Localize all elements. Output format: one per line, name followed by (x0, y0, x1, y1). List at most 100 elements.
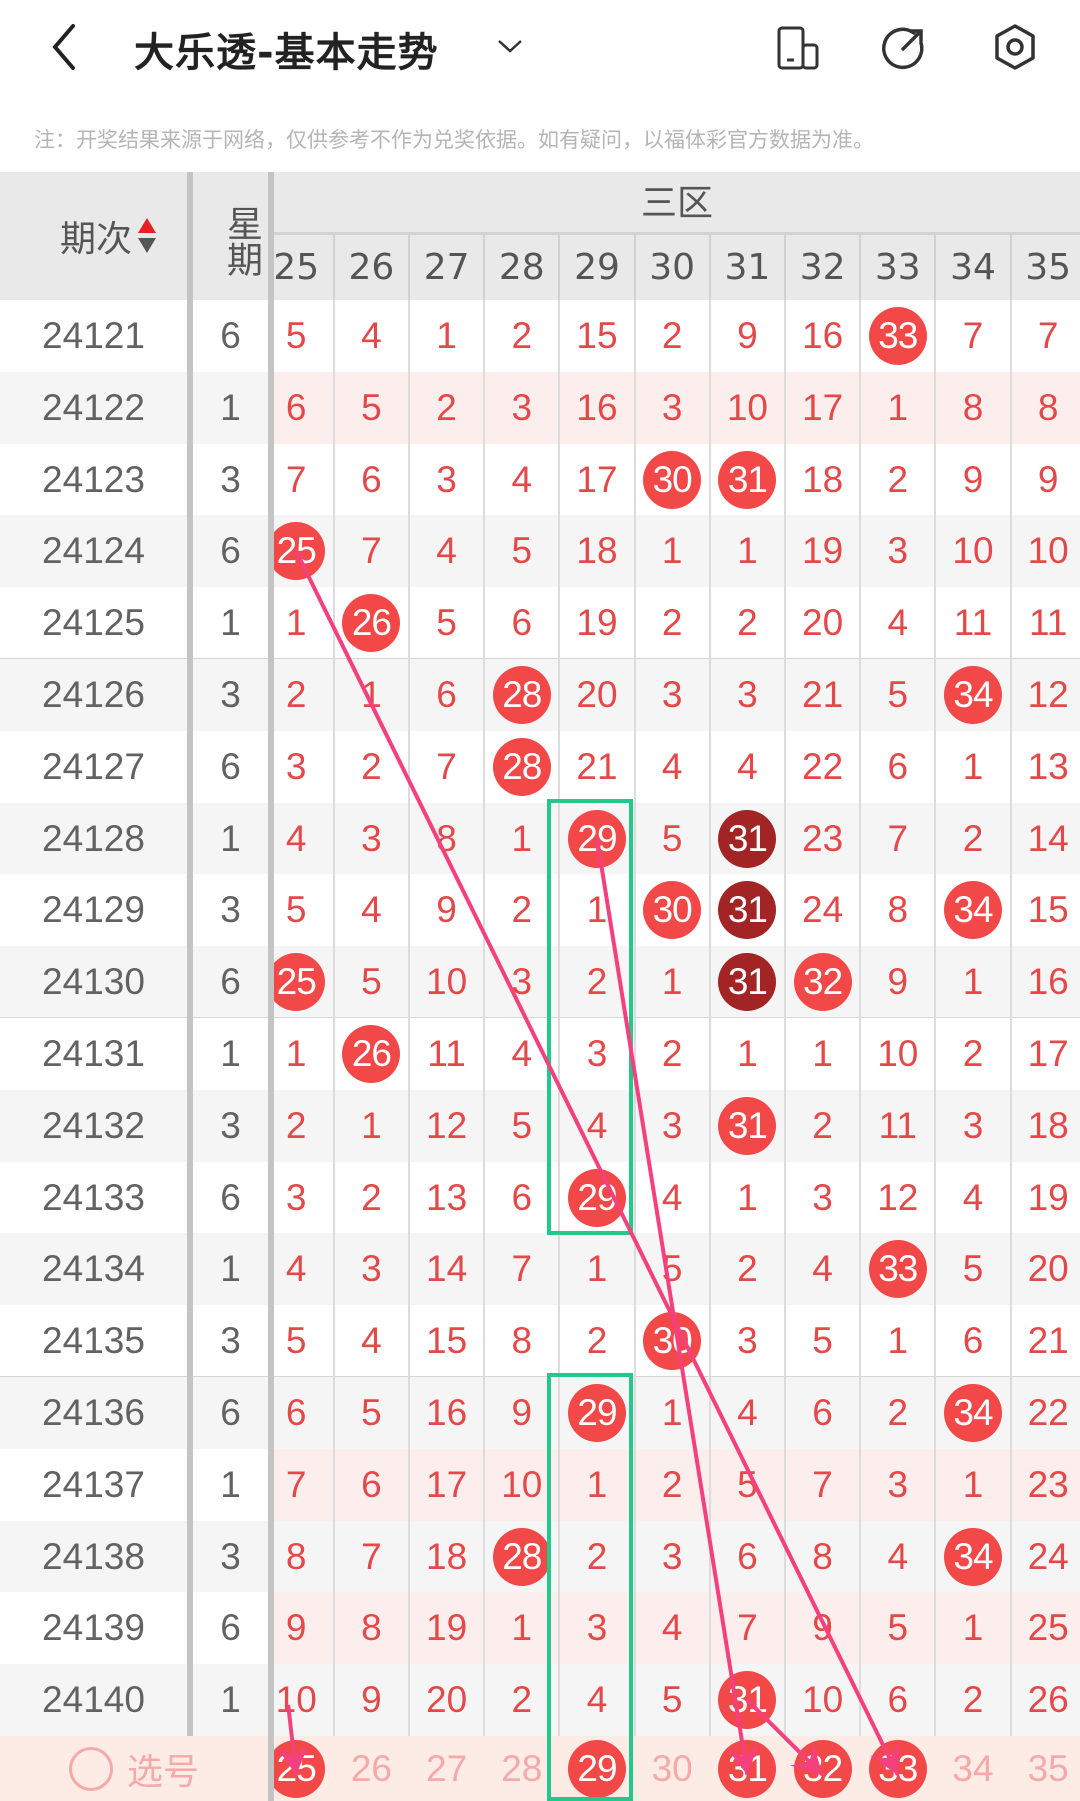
period-number: 24138 (42, 1535, 145, 1577)
omission-value: 25 (1027, 1607, 1069, 1649)
selected-number-ball[interactable]: 31 (718, 1740, 777, 1798)
share-icon (882, 27, 924, 70)
winning-number-ball: 26 (342, 594, 401, 653)
page-title[interactable]: 大乐透-基本走势 (134, 30, 439, 76)
omission-value: 5 (887, 1607, 909, 1649)
omission-value: 7 (361, 530, 382, 572)
omission-value: 9 (887, 961, 909, 1003)
radio-circle-icon (68, 1746, 113, 1791)
column-divider (1009, 235, 1012, 300)
omission-value: 8 (361, 1607, 382, 1649)
selected-number-ball[interactable]: 33 (868, 1740, 927, 1798)
weekday: 6 (220, 961, 241, 1003)
omission-value: 5 (887, 674, 909, 715)
share-button[interactable] (880, 24, 928, 72)
period-header[interactable]: 期次 (60, 186, 158, 286)
column-divider (558, 235, 561, 300)
omission-value: 7 (887, 817, 909, 859)
winning-number-ball: 32 (793, 953, 852, 1012)
column-header-26: 26 (348, 247, 395, 288)
omission-value: 17 (426, 1463, 468, 1505)
omission-value: 2 (887, 458, 909, 500)
settings-button[interactable] (991, 22, 1039, 72)
selectable-number[interactable]: 34 (952, 1748, 994, 1789)
winning-number-ball: 31 (718, 1671, 777, 1730)
omission-value: 1 (586, 1248, 608, 1290)
omission-value: 3 (661, 674, 683, 715)
omission-value: 1 (962, 1463, 984, 1505)
column-divider (268, 300, 274, 1801)
omission-value: 8 (511, 1320, 533, 1362)
column-header-32: 32 (799, 247, 846, 288)
winning-number-ball: 33 (868, 306, 927, 365)
omission-value: 5 (285, 315, 307, 356)
omission-value: 7 (812, 1463, 833, 1505)
omission-value: 7 (1037, 315, 1059, 356)
selectable-number[interactable]: 35 (1027, 1748, 1069, 1789)
weekday: 1 (220, 602, 241, 644)
weekday: 1 (220, 386, 241, 428)
column-header-33: 33 (874, 247, 921, 288)
omission-value: 4 (285, 1248, 307, 1290)
omission-value: 4 (661, 1176, 683, 1218)
omission-value: 6 (361, 1463, 382, 1505)
omission-value: 10 (426, 961, 468, 1003)
omission-value: 3 (962, 1104, 984, 1146)
omission-value: 8 (1037, 386, 1059, 428)
omission-value: 14 (1027, 817, 1069, 859)
selectable-number[interactable]: 27 (426, 1748, 468, 1789)
omission-value: 2 (285, 674, 307, 715)
omission-value: 2 (887, 1392, 909, 1433)
winning-number-ball: 34 (944, 1527, 1002, 1586)
select-numbers-toggle[interactable]: 选号 (0, 1736, 268, 1801)
screen-rotate-icon (777, 26, 819, 70)
column-divider (784, 235, 786, 300)
selectable-number[interactable]: 26 (350, 1748, 392, 1789)
column-divider (483, 235, 486, 300)
omission-value: 4 (661, 745, 683, 787)
weekday: 3 (220, 1535, 241, 1577)
omission-value: 16 (426, 1392, 468, 1433)
omission-value: 20 (426, 1679, 468, 1721)
period-number: 24132 (42, 1104, 145, 1146)
omission-value: 3 (661, 1104, 683, 1146)
omission-value: 12 (426, 1104, 468, 1146)
omission-value: 4 (285, 817, 307, 859)
weekday: 3 (220, 889, 241, 931)
winning-number-ball: 28 (492, 1527, 551, 1586)
omission-value: 1 (285, 602, 307, 644)
selectable-number[interactable]: 30 (651, 1748, 693, 1789)
weekday: 1 (220, 1248, 241, 1290)
omission-value: 5 (661, 817, 683, 859)
omission-value: 19 (576, 602, 618, 644)
back-button[interactable] (44, 22, 84, 72)
screen-rotate-button[interactable] (774, 24, 822, 72)
omission-value: 1 (737, 530, 758, 572)
omission-value: 4 (661, 1607, 683, 1649)
omission-value: 2 (661, 315, 683, 356)
omission-value: 8 (962, 386, 984, 428)
omission-value: 10 (275, 1679, 317, 1721)
weekday: 6 (220, 530, 241, 572)
selected-number-ball[interactable]: 32 (793, 1740, 852, 1798)
omission-value: 1 (812, 1033, 833, 1074)
column-divider (187, 172, 193, 300)
period-number: 24128 (42, 817, 145, 859)
omission-value: 3 (661, 386, 683, 428)
omission-value: 17 (802, 386, 844, 428)
column-divider (708, 235, 711, 300)
omission-value: 7 (285, 458, 307, 500)
omission-value: 3 (285, 745, 307, 787)
omission-value: 17 (576, 458, 618, 500)
omission-value: 1 (887, 1320, 909, 1362)
winning-number-ball: 33 (868, 1240, 927, 1299)
omission-value: 7 (361, 1535, 382, 1577)
omission-value: 9 (361, 1679, 382, 1721)
title-dropdown[interactable] (492, 34, 528, 58)
omission-value: 12 (1027, 674, 1069, 715)
winning-number-ball: 25 (274, 522, 326, 581)
omission-value: 18 (1027, 1104, 1069, 1146)
period-number: 24125 (42, 602, 145, 644)
omission-value: 14 (426, 1248, 468, 1290)
omission-value: 6 (887, 745, 909, 787)
